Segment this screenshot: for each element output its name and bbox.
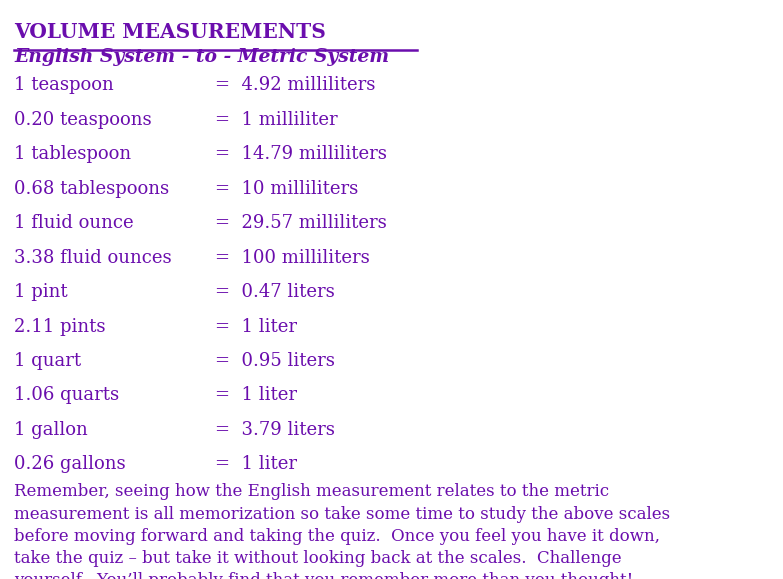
Text: English System - to - Metric System: English System - to - Metric System [14, 48, 389, 66]
Text: =  0.95 liters: = 0.95 liters [215, 352, 335, 370]
Text: =  4.92 milliliters: = 4.92 milliliters [215, 76, 376, 94]
Text: =  100 milliliters: = 100 milliliters [215, 249, 370, 267]
Text: 0.26 gallons: 0.26 gallons [14, 455, 126, 474]
Text: =  1 milliliter: = 1 milliliter [215, 111, 338, 129]
Text: 1 pint: 1 pint [14, 283, 67, 301]
Text: 3.38 fluid ounces: 3.38 fluid ounces [14, 249, 171, 267]
Text: Remember, seeing how the English measurement relates to the metric
measurement i: Remember, seeing how the English measure… [14, 483, 670, 579]
Text: 1 fluid ounce: 1 fluid ounce [14, 214, 134, 232]
Text: 0.20 teaspoons: 0.20 teaspoons [14, 111, 152, 129]
Text: =  1 liter: = 1 liter [215, 317, 298, 336]
Text: VOLUME MEASUREMENTS: VOLUME MEASUREMENTS [14, 22, 326, 42]
Text: =  29.57 milliliters: = 29.57 milliliters [215, 214, 387, 232]
Text: 1 teaspoon: 1 teaspoon [14, 76, 114, 94]
Text: 0.68 tablespoons: 0.68 tablespoons [14, 179, 169, 198]
Text: =  0.47 liters: = 0.47 liters [215, 283, 335, 301]
Text: 1.06 quarts: 1.06 quarts [14, 387, 119, 405]
Text: =  14.79 milliliters: = 14.79 milliliters [215, 145, 388, 163]
Text: =  1 liter: = 1 liter [215, 387, 298, 405]
Text: =  10 milliliters: = 10 milliliters [215, 179, 359, 198]
Text: 2.11 pints: 2.11 pints [14, 317, 106, 336]
Text: 1 gallon: 1 gallon [14, 421, 88, 439]
Text: =  1 liter: = 1 liter [215, 455, 298, 474]
Text: =  3.79 liters: = 3.79 liters [215, 421, 335, 439]
Text: 1 tablespoon: 1 tablespoon [14, 145, 132, 163]
Text: 1 quart: 1 quart [14, 352, 81, 370]
